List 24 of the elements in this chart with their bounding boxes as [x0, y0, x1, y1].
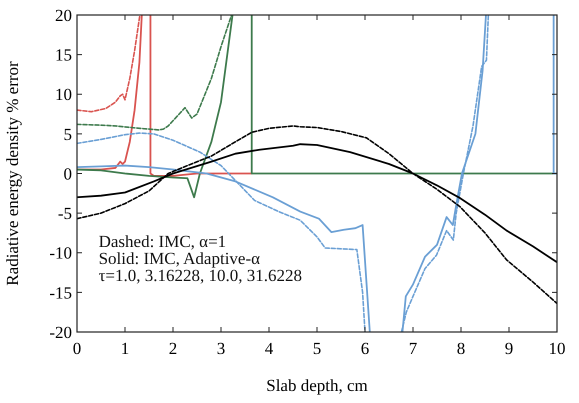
y-tick-label: -20: [49, 322, 72, 342]
y-tick-label: 20: [55, 6, 72, 25]
x-tick-label: 3: [216, 339, 226, 358]
x-tick-label: 1: [120, 339, 130, 358]
x-tick-label: 7: [408, 339, 418, 358]
x-tick-label: 9: [504, 339, 514, 358]
y-tick-label: 15: [55, 46, 72, 65]
y-tick-label: 10: [55, 85, 72, 104]
y-tick-label: 5: [64, 124, 72, 144]
x-tick-label: 6: [360, 339, 370, 358]
x-tick-label: 4: [264, 339, 274, 358]
x-tick-label: 5: [312, 339, 322, 358]
y-tick-label: -10: [49, 244, 72, 263]
annotation: Dashed: IMC, α=1: [98, 232, 226, 252]
x-tick-label: 10: [548, 339, 566, 358]
y-axis-title: Radiative energy density % error: [3, 60, 22, 286]
y-tick-label: 0: [64, 164, 72, 184]
annotation: Solid: IMC, Adaptive-α: [98, 249, 260, 268]
x-tick-label: 8: [456, 339, 466, 358]
x-tick-label: 2: [168, 339, 178, 358]
line-series: [77, 125, 557, 304]
y-tick-label: -15: [49, 283, 72, 302]
y-tick-label: -5: [58, 204, 72, 224]
x-axis-title: Slab depth, cm: [266, 376, 368, 395]
